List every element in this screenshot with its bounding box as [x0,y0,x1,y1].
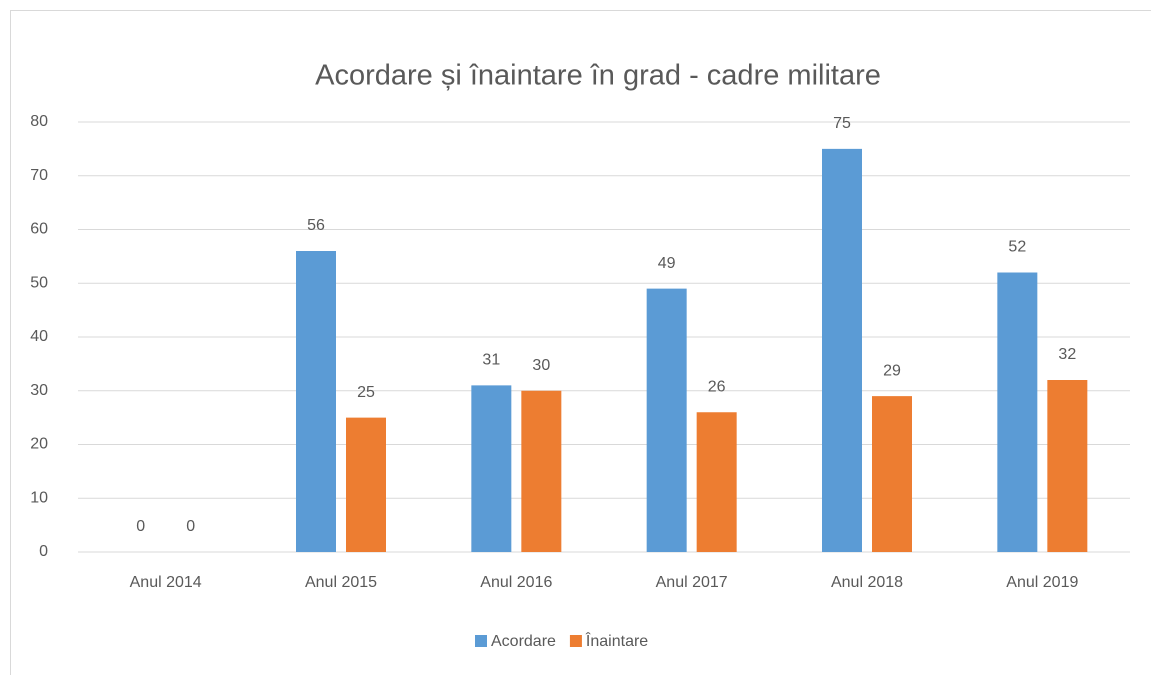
y-tick-label: 0 [39,543,48,560]
data-label: 25 [357,384,375,401]
x-tick-label: Anul 2014 [130,574,202,591]
bar [997,272,1038,552]
x-tick-label: Anul 2019 [1006,574,1078,591]
data-label: 75 [833,115,851,132]
y-tick-label: 50 [30,274,48,291]
bar [822,148,862,552]
bar [872,396,912,552]
x-tick-label: Anul 2015 [305,574,377,591]
bar [346,417,386,552]
y-tick-label: 60 [30,221,48,238]
data-label: 30 [532,357,550,374]
y-tick-label: 30 [30,382,48,399]
bar [471,385,512,552]
x-tick-label: Anul 2018 [831,574,903,591]
y-tick-label: 10 [30,489,48,506]
bar [696,412,737,552]
data-label: 32 [1058,346,1076,363]
bar [521,390,562,552]
legend-swatch [475,635,487,647]
data-label: 31 [482,352,500,369]
y-tick-label: 40 [30,328,48,345]
bar [646,288,687,552]
data-label: 49 [658,255,676,272]
data-label: 52 [1008,239,1026,256]
y-tick-label: 80 [30,113,48,130]
legend-label: Înaintare [585,631,648,650]
bar [296,251,336,552]
data-label: 0 [136,518,145,535]
x-tick-label: Anul 2017 [656,574,728,591]
y-tick-label: 20 [30,436,48,453]
data-label: 56 [307,217,325,234]
data-label: 0 [186,518,195,535]
data-label: 29 [883,362,901,379]
x-tick-label: Anul 2016 [480,574,552,591]
bar [1047,380,1088,552]
data-label: 26 [708,378,726,395]
legend-swatch [569,635,582,647]
legend-label: Acordare [491,633,556,650]
chart-title: Acordare și înaintare în grad - cadre mi… [315,60,881,92]
y-tick-label: 70 [30,167,48,184]
chart-frame [10,10,1151,675]
